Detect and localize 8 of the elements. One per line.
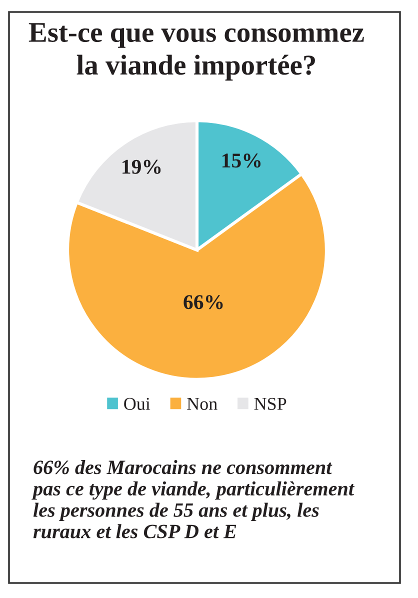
legend-label: Non — [187, 398, 218, 410]
legend-label: NSP — [254, 398, 286, 410]
chart-title: Est-ce que vous consommez la viande importée? — [28, 23, 364, 81]
data-label: 15% — [222, 154, 261, 168]
text: 66% des Marocains ne consomment pas ce type de viande, particulièrement les personnes de 55 ans et plus, les ruraux et les CSP D et E — [32, 460, 355, 538]
legend-label: Oui — [124, 398, 150, 410]
data-label: 66% — [184, 295, 223, 310]
data-label: 19% — [122, 160, 161, 174]
